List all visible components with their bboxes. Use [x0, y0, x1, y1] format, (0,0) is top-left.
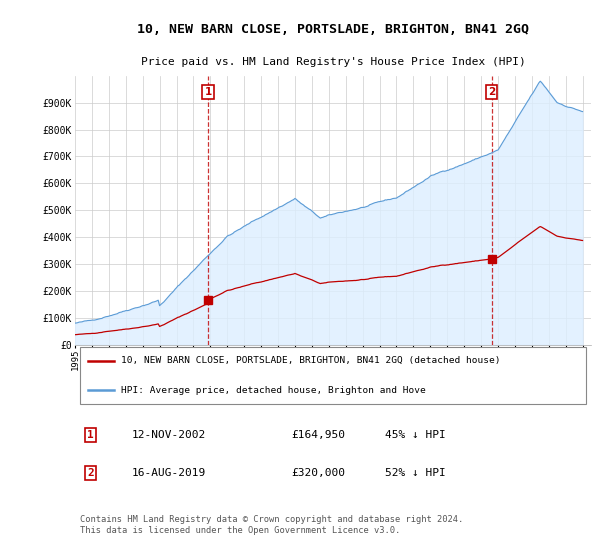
Text: £164,950: £164,950 [292, 431, 346, 441]
Text: HPI: Average price, detached house, Brighton and Hove: HPI: Average price, detached house, Brig… [121, 386, 426, 395]
Text: Contains HM Land Registry data © Crown copyright and database right 2024.
This d: Contains HM Land Registry data © Crown c… [80, 515, 463, 535]
Text: £320,000: £320,000 [292, 468, 346, 478]
FancyBboxPatch shape [80, 347, 586, 404]
Text: 45% ↓ HPI: 45% ↓ HPI [385, 431, 445, 441]
Text: 16-AUG-2019: 16-AUG-2019 [132, 468, 206, 478]
Text: Price paid vs. HM Land Registry's House Price Index (HPI): Price paid vs. HM Land Registry's House … [140, 57, 526, 67]
Text: 2: 2 [488, 87, 495, 97]
Text: 10, NEW BARN CLOSE, PORTSLADE, BRIGHTON, BN41 2GQ: 10, NEW BARN CLOSE, PORTSLADE, BRIGHTON,… [137, 24, 529, 36]
Text: 2: 2 [87, 468, 94, 478]
Text: 12-NOV-2002: 12-NOV-2002 [132, 431, 206, 441]
Text: 52% ↓ HPI: 52% ↓ HPI [385, 468, 445, 478]
Text: 10, NEW BARN CLOSE, PORTSLADE, BRIGHTON, BN41 2GQ (detached house): 10, NEW BARN CLOSE, PORTSLADE, BRIGHTON,… [121, 356, 501, 365]
Text: 1: 1 [87, 431, 94, 441]
Text: 1: 1 [205, 87, 212, 97]
